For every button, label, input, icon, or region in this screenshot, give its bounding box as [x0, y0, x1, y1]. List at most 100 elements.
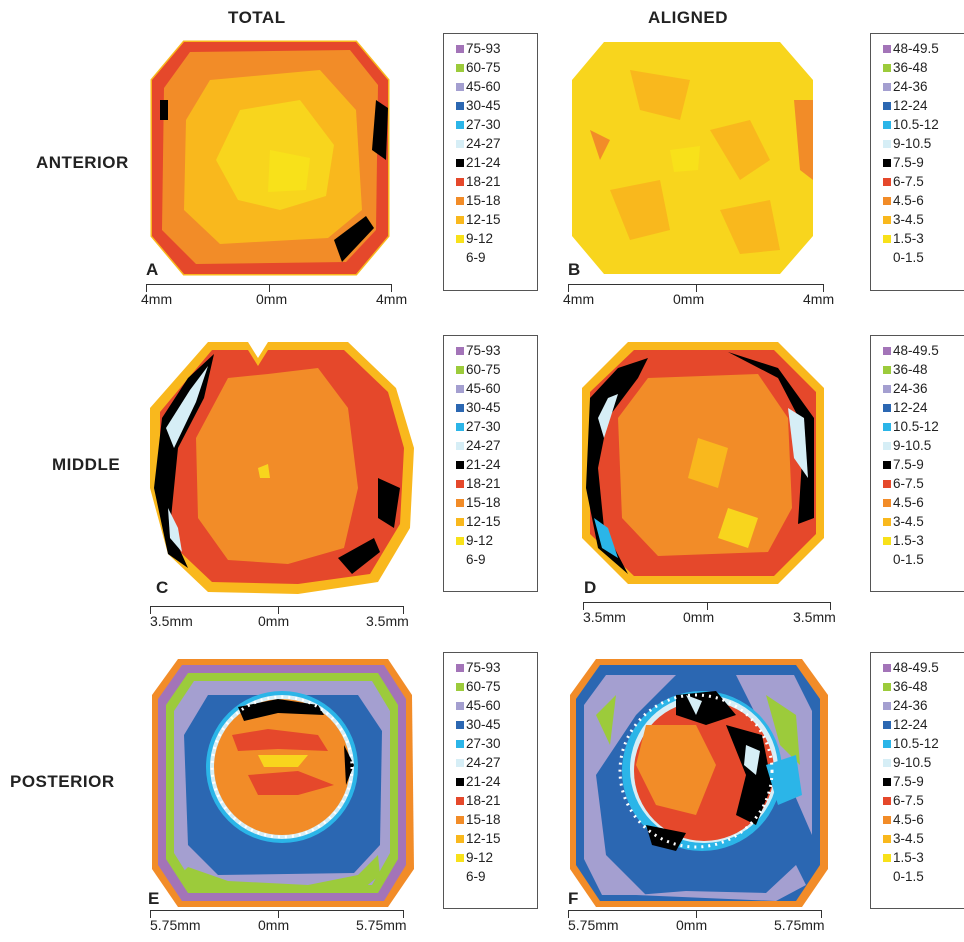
legend-swatch [883, 853, 891, 862]
legend-item: 27-30 [456, 417, 537, 436]
legend-label: 10.5-12 [893, 419, 939, 434]
scale-label-left: 4mm [141, 291, 173, 307]
panel-letter: A [146, 260, 159, 279]
legend-item: 30-45 [456, 96, 537, 115]
legend-label: 6-9 [466, 250, 486, 265]
legend-swatch [456, 215, 464, 224]
legend-label: 36-48 [893, 679, 928, 694]
legend-label: 0-1.5 [893, 869, 924, 884]
legend-item: 7.5-9 [883, 153, 964, 172]
legend-label: 12-24 [893, 98, 928, 113]
legend-swatch [456, 234, 464, 243]
scale-label-center: 0mm [676, 917, 708, 933]
legend-label: 3-4.5 [893, 831, 924, 846]
legend-label: 30-45 [466, 98, 501, 113]
legend-label: 6-7.5 [893, 793, 924, 808]
contour-map-middle-aligned [582, 342, 824, 584]
legend-item: 75-93 [456, 39, 537, 58]
legend-swatch [883, 777, 891, 786]
legend-label: 9-12 [466, 533, 494, 548]
scale-bar-anterior-aligned: 4mm 0mm 4mm [563, 282, 834, 316]
scale-label-center: 0mm [673, 291, 705, 307]
legend-swatch [456, 120, 464, 129]
legend-swatch [456, 44, 464, 53]
legend-swatch [456, 720, 464, 729]
panel-anterior-aligned: B [568, 40, 815, 279]
legend-label: 7.5-9 [893, 774, 924, 789]
legend-label: 9-10.5 [893, 755, 932, 770]
legend-item: 6-9 [456, 550, 537, 569]
legend-item: 7.5-9 [883, 455, 964, 474]
legend-label: 36-48 [893, 362, 928, 377]
legend-posterior-aligned: 48-49.5 36-48 24-36 12-24 10.5-12 9-10.5 7.5-9… [870, 652, 964, 909]
scale-label-left: 4mm [563, 291, 595, 307]
legend-item: 6-9 [456, 248, 537, 267]
legend-item: 0-1.5 [883, 867, 964, 886]
legend-item: 0-1.5 [883, 550, 964, 569]
legend-label: 15-18 [466, 495, 501, 510]
legend-label: 60-75 [466, 60, 501, 75]
legend-label: 12-24 [893, 717, 928, 732]
legend-item: 6-7.5 [883, 791, 964, 810]
legend-item: 4.5-6 [883, 191, 964, 210]
legend-item: 36-48 [883, 58, 964, 77]
legend-label: 45-60 [466, 698, 501, 713]
scale-label-center: 0mm [258, 917, 290, 933]
scale-bar-posterior-total: 5.75mm 0mm 5.75mm [150, 908, 407, 942]
column-title-total: TOTAL [228, 8, 286, 27]
scale-label-right: 4mm [803, 291, 835, 307]
legend-swatch [456, 139, 464, 148]
legend-item: 1.5-3 [883, 531, 964, 550]
legend-label: 3-4.5 [893, 514, 924, 529]
legend-label: 3-4.5 [893, 212, 924, 227]
legend-swatch [883, 873, 891, 881]
legend-swatch [456, 777, 464, 786]
legend-item: 4.5-6 [883, 493, 964, 512]
legend-label: 45-60 [466, 79, 501, 94]
legend-label: 24-36 [893, 698, 928, 713]
legend-swatch [883, 120, 891, 129]
legend-item: 12-15 [456, 829, 537, 848]
legend-swatch [456, 158, 464, 167]
legend-item: 4.5-6 [883, 810, 964, 829]
legend-label: 12-15 [466, 831, 501, 846]
legend-label: 9-12 [466, 231, 494, 246]
legend-item: 36-48 [883, 360, 964, 379]
scale-label-right: 3.5mm [793, 609, 836, 625]
legend-swatch [883, 384, 891, 393]
panel-anterior-total: A [146, 40, 390, 279]
legend-swatch [883, 44, 891, 53]
legend-swatch [883, 139, 891, 148]
legend-swatch [456, 441, 464, 450]
legend-swatch [883, 663, 891, 672]
legend-label: 21-24 [466, 155, 501, 170]
legend-item: 9-10.5 [883, 436, 964, 455]
legend-label: 6-9 [466, 552, 486, 567]
legend-item: 24-36 [883, 696, 964, 715]
legend-swatch [456, 384, 464, 393]
legend-swatch [883, 536, 891, 545]
legend-label: 18-21 [466, 476, 501, 491]
legend-item: 21-24 [456, 153, 537, 172]
legend-label: 60-75 [466, 362, 501, 377]
legend-swatch [456, 365, 464, 374]
panel-letter: B [568, 260, 581, 279]
legend-item: 48-49.5 [883, 39, 964, 58]
legend-label: 24-27 [466, 755, 501, 770]
legend-label: 9-10.5 [893, 438, 932, 453]
legend-label: 24-36 [893, 381, 928, 396]
legend-swatch [456, 682, 464, 691]
legend-item: 18-21 [456, 791, 537, 810]
legend-swatch [883, 682, 891, 691]
legend-swatch [883, 365, 891, 374]
legend-middle-aligned: 48-49.5 36-48 24-36 12-24 10.5-12 9-10.5 7.5-9… [870, 335, 964, 592]
legend-label: 21-24 [466, 457, 501, 472]
legend-label: 27-30 [466, 419, 501, 434]
legend-label: 9-12 [466, 850, 494, 865]
legend-item: 36-48 [883, 677, 964, 696]
legend-item: 60-75 [456, 677, 537, 696]
legend-swatch [456, 498, 464, 507]
legend-swatch [883, 422, 891, 431]
scale-label-right: 3.5mm [366, 613, 409, 629]
legend-label: 30-45 [466, 717, 501, 732]
